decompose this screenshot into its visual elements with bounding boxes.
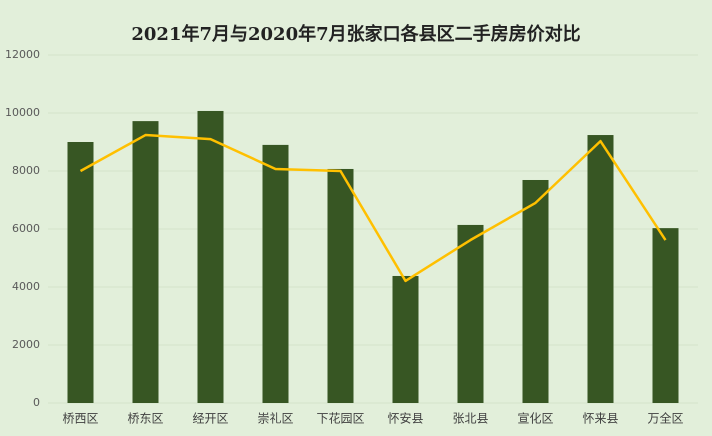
x-tick-label: 经开区 xyxy=(192,412,228,426)
bar xyxy=(522,179,549,403)
x-tick-label: 桥西区 xyxy=(62,412,98,426)
y-tick-label: 10000 xyxy=(5,106,40,119)
y-tick-label: 12000 xyxy=(5,48,40,61)
bar xyxy=(67,142,94,403)
x-tick-label: 桥东区 xyxy=(127,412,163,426)
bar xyxy=(392,275,419,403)
x-tick-label: 崇礼区 xyxy=(257,411,293,426)
y-tick-label: 8000 xyxy=(12,164,40,177)
x-tick-label: 张北县 xyxy=(452,412,488,426)
bar xyxy=(327,168,354,403)
x-tick-label: 宣化区 xyxy=(517,411,553,426)
y-tick-label: 6000 xyxy=(12,222,40,235)
bar xyxy=(652,228,679,403)
x-tick-label: 怀来县 xyxy=(582,412,618,426)
bar xyxy=(197,110,224,403)
line xyxy=(79,133,667,283)
bar xyxy=(262,144,289,403)
x-tick-label: 万全区 xyxy=(647,411,683,426)
y-tick-label: 0 xyxy=(33,396,40,409)
y-tick-label: 4000 xyxy=(12,280,40,293)
x-tick-label: 下花园区 xyxy=(316,411,364,426)
bar xyxy=(457,224,484,403)
bar xyxy=(587,135,614,404)
y-tick-label: 2000 xyxy=(12,338,40,351)
x-tick-label: 怀安县 xyxy=(387,411,423,426)
chart-title: 2021年7月与2020年7月张家口各县区二手房房价对比 xyxy=(131,23,580,45)
bar xyxy=(132,121,159,404)
